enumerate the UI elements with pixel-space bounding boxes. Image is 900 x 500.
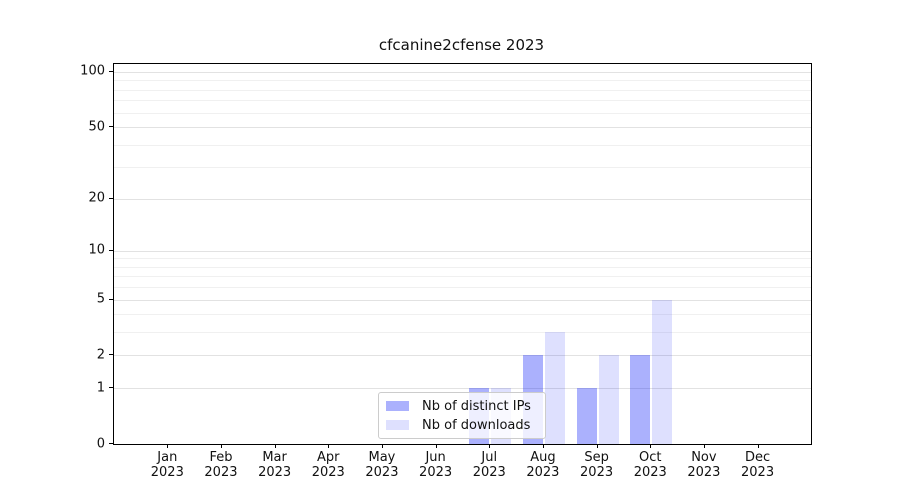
x-tick-mark [489, 444, 491, 448]
gridline-minor [114, 287, 811, 289]
y-tick-label: 100 [80, 63, 105, 79]
x-tick-label: Apr 2023 [311, 450, 345, 480]
gridline-major [114, 355, 811, 357]
gridline-minor [114, 89, 811, 91]
bar-downloads [544, 332, 565, 444]
y-tick-mark [109, 249, 113, 251]
y-tick-mark [109, 126, 113, 128]
bar-downloads [598, 355, 619, 444]
x-tick-label: Jan 2023 [150, 450, 184, 480]
y-tick-mark [109, 387, 113, 389]
gridline-minor [114, 332, 811, 334]
gridline-major [114, 127, 811, 129]
x-tick-label: Jul 2023 [472, 450, 506, 480]
y-tick-label: 10 [88, 242, 105, 258]
x-tick-label: Jun 2023 [419, 450, 453, 480]
y-tick-label: 1 [96, 380, 105, 396]
plot-area [113, 63, 812, 445]
legend-label-distinct-ips: Nb of distinct IPs [422, 398, 531, 414]
gridline-major [114, 71, 811, 73]
y-tick-mark [109, 354, 113, 356]
gridline-major [114, 198, 811, 200]
x-tick-label: Oct 2023 [633, 450, 667, 480]
legend-swatch-distinct-ips [386, 401, 409, 411]
x-tick-mark [381, 444, 383, 448]
legend-row-distinct-ips: Nb of distinct IPs [386, 399, 537, 414]
bar-distinct-ips [576, 388, 597, 444]
x-tick-mark [703, 444, 705, 448]
x-tick-label: Dec 2023 [741, 450, 775, 480]
gridline-minor [114, 144, 811, 146]
gridline-major [114, 388, 811, 390]
x-tick-mark [274, 444, 276, 448]
bar-downloads [652, 299, 673, 444]
x-tick-mark [542, 444, 544, 448]
y-tick-label: 2 [96, 347, 105, 363]
y-tick-mark [109, 298, 113, 300]
x-tick-mark [435, 444, 437, 448]
x-tick-mark [596, 444, 598, 448]
x-tick-mark [167, 444, 169, 448]
x-tick-mark [650, 444, 652, 448]
legend-row-downloads: Nb of downloads [386, 418, 537, 433]
x-tick-mark [220, 444, 222, 448]
gridline-minor [114, 258, 811, 260]
y-tick-mark [109, 70, 113, 72]
y-tick-label: 5 [96, 291, 105, 307]
x-tick-label: Nov 2023 [687, 450, 721, 480]
gridline-minor [114, 314, 811, 316]
y-tick-label: 0 [96, 436, 105, 451]
y-tick-label: 50 [88, 119, 105, 135]
x-tick-label: Sep 2023 [580, 450, 614, 480]
gridline-minor [114, 80, 811, 82]
bar-distinct-ips [630, 355, 651, 444]
y-tick-label: 20 [88, 190, 105, 206]
x-tick-label: Feb 2023 [204, 450, 238, 480]
chart-title: cfcanine2cfense 2023 [378, 36, 545, 54]
x-tick-label: Aug 2023 [526, 450, 560, 480]
legend-label-downloads: Nb of downloads [422, 417, 531, 433]
gridline-minor [114, 112, 811, 114]
gridline-minor [114, 167, 811, 169]
gridline-minor [114, 100, 811, 102]
x-tick-mark [757, 444, 759, 448]
y-tick-mark [109, 443, 113, 444]
gridline-major [114, 250, 811, 252]
x-tick-mark [328, 444, 330, 448]
x-tick-label: Mar 2023 [258, 450, 292, 480]
legend: Nb of distinct IPs Nb of downloads [378, 392, 546, 439]
x-tick-label: May 2023 [365, 450, 399, 480]
gridline-major [114, 299, 811, 301]
y-tick-mark [109, 197, 113, 199]
gridline-minor [114, 266, 811, 268]
legend-swatch-downloads [386, 420, 409, 430]
gridline-minor [114, 276, 811, 278]
